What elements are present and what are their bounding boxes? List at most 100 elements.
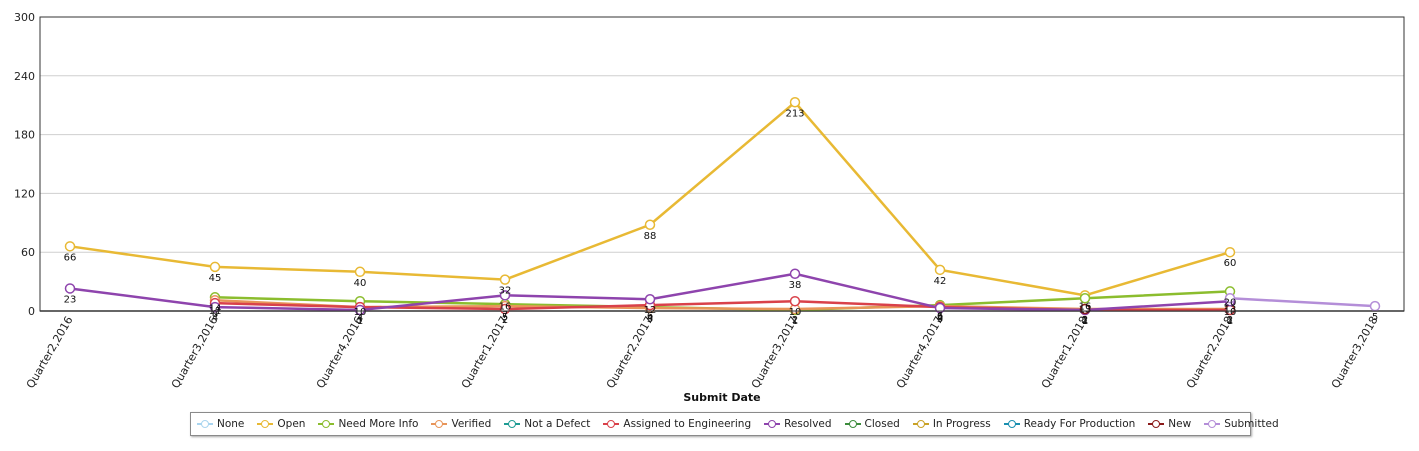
series-submitted: [1224, 293, 1381, 312]
data-point[interactable]: [209, 301, 221, 313]
data-label: 1: [792, 316, 798, 327]
legend-item-resolved[interactable]: Resolved: [764, 418, 832, 430]
data-label: 60: [1224, 258, 1237, 269]
data-label: 2: [1082, 315, 1088, 326]
x-tick-label: Quarter3,2018: [1329, 314, 1381, 391]
data-label: 4: [357, 313, 363, 324]
data-label: 45: [209, 273, 222, 284]
legend-item-new[interactable]: New: [1148, 418, 1191, 430]
data-point[interactable]: [1369, 300, 1381, 312]
data-label: 2: [1082, 315, 1088, 326]
data-label: 6: [937, 311, 943, 322]
x-tick-label: Quarter3,2016: [169, 314, 221, 391]
data-label: 2: [502, 315, 508, 326]
y-axis-ticks: 0 60 120 180 240 300: [14, 11, 35, 318]
legend-item-in-progress[interactable]: In Progress: [912, 418, 991, 430]
data-label: 11: [209, 306, 222, 317]
data-point[interactable]: [64, 283, 76, 294]
data-label: 5: [937, 312, 943, 323]
legend-label: Ready For Production: [1023, 418, 1136, 430]
data-label: 5: [502, 312, 508, 323]
data-point[interactable]: [644, 219, 656, 231]
grid-lines: [40, 75, 1404, 312]
data-point[interactable]: [354, 304, 366, 316]
data-label: 5: [1372, 312, 1378, 323]
data-label: 213: [785, 108, 804, 119]
data-label: 2: [792, 315, 798, 326]
legend-item-none[interactable]: None: [197, 418, 244, 430]
data-label: 16: [1079, 301, 1092, 312]
data-label: 1: [1227, 316, 1233, 327]
data-point[interactable]: [934, 302, 946, 314]
legend-label: Not a Defect: [524, 418, 591, 430]
data-label: 10: [789, 307, 802, 318]
data-point[interactable]: [789, 268, 801, 280]
legend-marker-icon: [912, 419, 929, 429]
data-label: 66: [64, 252, 77, 263]
y-tick-label: 60: [21, 246, 35, 259]
data-point[interactable]: [209, 261, 221, 273]
x-tick-label: Quarter2,2017: [604, 314, 656, 391]
data-point[interactable]: [789, 295, 801, 307]
data-label: 20: [1224, 297, 1237, 308]
data-label: 10: [1224, 307, 1237, 318]
y-tick-label: 240: [14, 70, 35, 83]
legend-label: Resolved: [784, 418, 832, 430]
legend-item-closed[interactable]: Closed: [844, 418, 900, 430]
data-label: 8: [212, 309, 218, 320]
legend-label: Closed: [864, 418, 900, 430]
y-tick-label: 0: [28, 305, 35, 318]
legend-marker-icon: [431, 419, 448, 429]
data-label: 40: [354, 278, 367, 289]
legend-item-verified[interactable]: Verified: [431, 418, 491, 430]
data-label: 7: [502, 310, 508, 321]
legend-marker-icon: [1148, 419, 1165, 429]
legend-label: Submitted: [1224, 418, 1279, 430]
data-point[interactable]: [1224, 246, 1236, 258]
data-label: 4: [212, 313, 218, 324]
legend-item-need-more-info[interactable]: Need More Info: [318, 418, 418, 430]
legend-item-open[interactable]: Open: [257, 418, 305, 430]
data-label: 13: [1079, 304, 1092, 315]
series-lines: [64, 97, 1381, 316]
data-label: 1: [1082, 316, 1088, 327]
x-axis-title: Submit Date: [683, 391, 760, 404]
x-tick-label: Quarter2,2016: [24, 314, 76, 391]
legend-label: Verified: [451, 418, 492, 430]
plot-frame: [39, 16, 1405, 312]
legend-marker-icon: [1204, 419, 1221, 429]
y-tick-label: 300: [14, 11, 35, 24]
legend-item-not-a-defect[interactable]: Not a Defect: [504, 418, 590, 430]
legend-item-submitted[interactable]: Submitted: [1204, 418, 1279, 430]
y-tick-label: 120: [14, 187, 35, 200]
y-tick-label: 180: [14, 129, 35, 142]
legend-marker-icon: [603, 419, 620, 429]
data-point[interactable]: [499, 290, 511, 301]
data-point[interactable]: [64, 241, 76, 252]
data-label: 2: [1227, 315, 1233, 326]
legend-marker-icon: [764, 419, 781, 429]
legend-marker-icon: [197, 419, 213, 429]
data-label: 3: [937, 314, 943, 325]
legend-label: None: [217, 418, 245, 430]
legend-item-ready-for-production[interactable]: Ready For Production: [1003, 418, 1136, 430]
data-label: 1: [357, 316, 363, 327]
data-point[interactable]: [934, 264, 946, 276]
legend-marker-icon: [1003, 419, 1020, 429]
data-point[interactable]: [499, 274, 511, 285]
series-line-open: [69, 100, 1231, 297]
data-label: 38: [789, 280, 802, 291]
legend-marker-icon: [844, 419, 861, 429]
data-point[interactable]: [1224, 293, 1236, 304]
legend-item-assigned-to-engineering[interactable]: Assigned to Engineering: [603, 418, 751, 430]
data-point[interactable]: [644, 293, 656, 305]
data-label: 14: [209, 303, 222, 314]
chart-legend: None Open Need More Info Verified Not a Defe…: [190, 412, 1279, 436]
data-point[interactable]: [789, 97, 801, 108]
data-point[interactable]: [354, 266, 366, 278]
legend-label: Need More Info: [338, 418, 419, 430]
series-line-submitted: [1229, 297, 1376, 308]
data-point[interactable]: [1079, 293, 1091, 304]
